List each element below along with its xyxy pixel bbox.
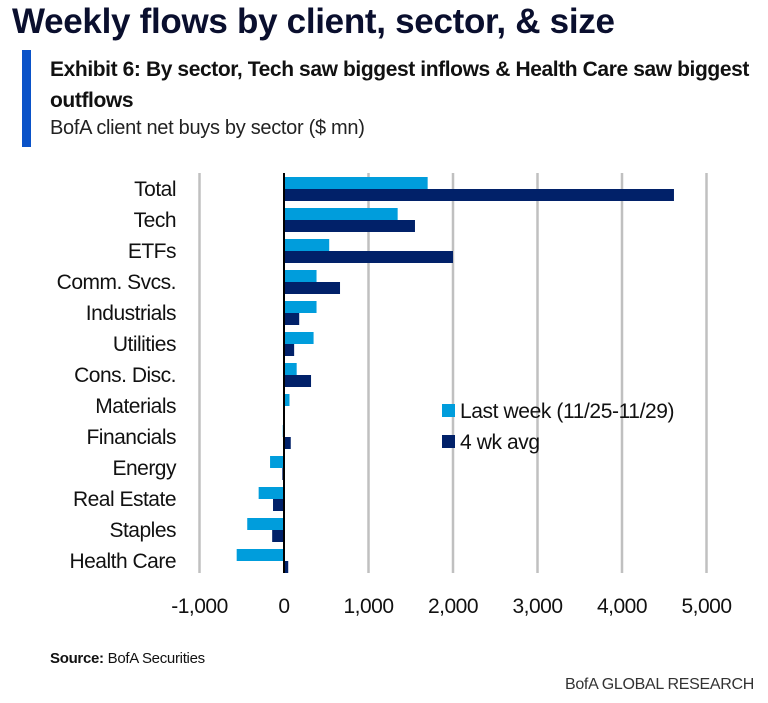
bar-last-week	[284, 239, 330, 251]
x-tick-label: 3,000	[512, 595, 562, 618]
bar-last-week	[284, 301, 317, 313]
source-note: Source: BofA Securities	[50, 650, 205, 667]
category-label: Energy	[112, 457, 177, 480]
exhibit-title: Exhibit 6: By sector, Tech saw biggest i…	[50, 58, 749, 112]
category-label: Real Estate	[73, 488, 176, 511]
category-label: Utilities	[113, 333, 176, 356]
chart-subtitle: BofA client net buys by sector ($ mn)	[50, 117, 365, 139]
category-label: Materials	[95, 395, 176, 418]
legend-label-last-week: Last week (11/25-11/29)	[460, 400, 674, 423]
bar-4wk-avg	[284, 437, 291, 449]
bar-last-week	[284, 270, 317, 282]
bar-4wk-avg	[284, 375, 312, 387]
bar-last-week	[284, 363, 297, 375]
category-label: Industrials	[86, 302, 176, 325]
legend-label-4wk-avg: 4 wk avg	[460, 431, 540, 454]
bar-4wk-avg	[284, 313, 300, 325]
bar-chart: Total Tech ETFs Comm. Svcs. Industrials Utili…	[57, 173, 732, 618]
legend-swatch-last-week	[442, 404, 455, 417]
category-label: Health Care	[69, 550, 176, 573]
bar-4wk-avg	[273, 499, 284, 511]
category-label: Comm. Svcs.	[57, 271, 176, 294]
x-tick-label: 4,000	[597, 595, 647, 618]
category-label: Cons. Disc.	[74, 364, 176, 387]
source-text: BofA Securities	[103, 650, 206, 667]
brand-label: BofA GLOBAL RESEARCH	[564, 676, 754, 693]
bar-4wk-avg	[284, 189, 674, 201]
bar-last-week	[236, 549, 284, 561]
bar-4wk-avg	[284, 561, 289, 573]
bar-last-week	[284, 208, 398, 220]
bar-4wk-avg	[284, 251, 453, 263]
category-label: ETFs	[128, 240, 176, 263]
category-label: Tech	[134, 209, 176, 232]
bar-4wk-avg	[284, 344, 295, 356]
bar-last-week	[284, 177, 428, 189]
bar-4wk-avg	[272, 530, 284, 542]
x-tick-label: 0	[278, 595, 289, 618]
x-tick-label: 5,000	[681, 595, 731, 618]
bar-last-week	[284, 332, 314, 344]
category-label: Total	[134, 178, 176, 201]
x-tick-label: 2,000	[428, 595, 478, 618]
category-label: Staples	[109, 519, 176, 542]
main-title: Weekly flows by client, sector, & size	[12, 2, 615, 41]
bar-last-week	[258, 487, 284, 499]
bar-last-week	[270, 456, 284, 468]
bar-4wk-avg	[284, 220, 415, 232]
legend-swatch-4wk-avg	[442, 435, 455, 448]
source-label: Source:	[50, 650, 104, 667]
bar-last-week	[247, 518, 284, 530]
bar-last-week	[284, 394, 290, 406]
exhibit-accent-bar	[22, 50, 31, 147]
bar-4wk-avg	[284, 282, 341, 294]
category-label: Financials	[86, 426, 176, 449]
x-tick-label: 1,000	[343, 595, 393, 618]
x-tick-label: -1,000	[171, 595, 228, 618]
